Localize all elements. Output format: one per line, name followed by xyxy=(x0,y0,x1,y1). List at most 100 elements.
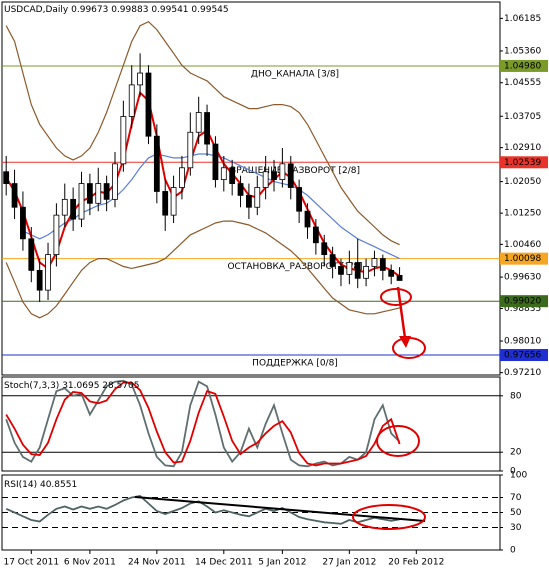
candle-body xyxy=(3,171,10,184)
candle-body xyxy=(70,198,77,220)
y-tick-label: 0.97210 xyxy=(504,368,541,378)
candle-body xyxy=(321,242,328,256)
level-price-box xyxy=(500,156,548,169)
candle-body xyxy=(237,183,244,196)
candle-body xyxy=(61,198,68,216)
y-tick-label: 1.00460 xyxy=(504,240,541,250)
candle-body xyxy=(145,72,152,137)
stoch-panel xyxy=(1,376,501,472)
y-tick-label: 1.06185 xyxy=(504,14,541,24)
stoch-signal-last: 28.5705 xyxy=(102,381,139,391)
candle-body xyxy=(229,167,236,184)
candle-body xyxy=(329,254,336,267)
indicator-line xyxy=(5,495,400,525)
y-tick-label: 80 xyxy=(510,391,522,401)
y-tick-label: 1.04555 xyxy=(504,78,541,88)
candle-body xyxy=(396,275,403,281)
y-tick-label: 1.03705 xyxy=(504,112,541,122)
candle-body xyxy=(388,270,395,277)
level-text: ПОДДЕРЖКА [0/8] xyxy=(252,359,338,369)
candle-body xyxy=(338,266,344,275)
candle-body xyxy=(220,167,227,181)
level-price-label: 1.04980 xyxy=(504,61,541,71)
y-tick-label: 70 xyxy=(510,493,522,503)
indicator-title: Stoch(7,3,3) xyxy=(4,381,59,391)
candle-body xyxy=(254,187,261,208)
candle-body xyxy=(11,183,18,208)
y-tick-label: 100 xyxy=(510,471,527,481)
stoch-main-last: 31.0695 xyxy=(62,381,99,391)
candle-body xyxy=(86,183,93,204)
x-tick-label: 6 Nov 2011 xyxy=(64,558,116,568)
indicator-title: RSI(14) xyxy=(4,480,37,490)
candle-body xyxy=(346,262,353,275)
candle-body xyxy=(262,171,269,188)
candle-body xyxy=(36,270,43,291)
candle-body xyxy=(45,254,51,291)
y-tick-label: 1.02910 xyxy=(504,143,541,153)
y-tick-label: 0.98010 xyxy=(504,337,541,347)
symbol: USDCAD,Daily xyxy=(4,5,69,15)
y-tick-label: 1.05360 xyxy=(504,46,541,56)
x-tick-label: 20 Feb 2012 xyxy=(388,558,444,568)
y-tick-label: 0 xyxy=(510,467,516,477)
level-text: ОСТАНОВКА_РАЗВОРОТ [1/8] xyxy=(227,262,362,272)
y-tick-label: 50 xyxy=(510,508,522,518)
candle-body xyxy=(246,195,252,208)
candle-body xyxy=(312,226,319,244)
candle-body xyxy=(371,258,378,267)
y-tick-label: 1.02050 xyxy=(504,177,541,187)
indicator-line xyxy=(5,379,401,468)
rsi-header: RSI(14) 40.8551 xyxy=(4,480,77,490)
indicator-line xyxy=(5,220,400,319)
y-tick-label: 0.99630 xyxy=(504,273,541,283)
level-price-label: 1.02539 xyxy=(504,158,541,168)
candle-body xyxy=(296,187,303,212)
x-tick-label: 27 Jan 2012 xyxy=(322,558,376,568)
candle-body xyxy=(120,116,127,165)
level-price-label: 0.99020 xyxy=(504,297,541,307)
candle-body xyxy=(153,135,160,192)
candle-body xyxy=(271,171,277,181)
annotation-arrow xyxy=(396,286,407,339)
candle-body xyxy=(78,183,85,220)
candle-body xyxy=(212,143,219,181)
x-tick-label: 5 Jan 2012 xyxy=(258,558,306,568)
annotation-ellipse xyxy=(376,425,420,457)
last-low: 0.99541 xyxy=(151,5,188,15)
annotation-ellipse xyxy=(392,337,426,359)
y-tick-label: 20 xyxy=(510,448,522,458)
candle-body xyxy=(28,238,35,271)
level-price-label: 0.97656 xyxy=(504,351,541,361)
candle-body xyxy=(363,266,369,279)
candle-body xyxy=(195,112,202,133)
candle-body xyxy=(287,163,294,188)
indicator-line xyxy=(5,20,400,246)
annotation-ellipse xyxy=(380,288,412,306)
indicator-line xyxy=(5,381,401,467)
level-price-box xyxy=(500,295,548,308)
level-text: ДНО_КАНАЛА [3/8] xyxy=(251,69,339,79)
candle-body xyxy=(354,262,361,279)
x-tick-label: 24 Nov 2011 xyxy=(128,558,186,568)
candle-body xyxy=(162,191,169,216)
candle-body xyxy=(128,84,135,117)
rsi-trendline xyxy=(134,496,426,522)
level-price-box xyxy=(500,252,548,265)
rsi-last: 40.8551 xyxy=(40,480,77,490)
candle-body xyxy=(204,112,210,145)
candle-body xyxy=(379,258,386,271)
main-header: USDCAD,Daily 0.99673 0.99883 0.99541 0.9… xyxy=(4,5,229,15)
y-tick-label: 0 xyxy=(510,546,516,556)
level-price-box xyxy=(500,349,548,362)
candle-body xyxy=(179,167,185,188)
annotations xyxy=(134,286,426,530)
level-text: ВРАЩЕНИЕ_РАЗВОРОТ [2/8] xyxy=(230,166,360,176)
y-tick-label: 0.98835 xyxy=(504,304,541,314)
x-tick-label: 17 Oct 2011 xyxy=(3,558,59,568)
candle-body xyxy=(53,214,60,256)
last-high: 0.99883 xyxy=(111,5,148,15)
y-tick-label: 1.01250 xyxy=(504,209,541,219)
annotation-ellipse xyxy=(352,504,426,530)
